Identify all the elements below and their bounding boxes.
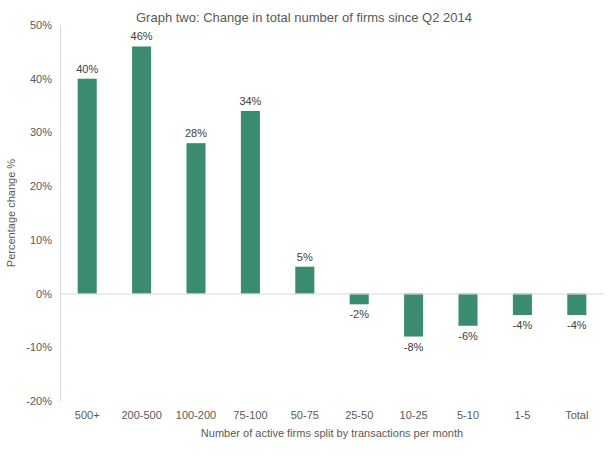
bar: [132, 46, 151, 293]
y-tick-label: 30%: [30, 126, 52, 138]
y-tick: 50%: [30, 19, 60, 31]
data-label: 40%: [76, 63, 98, 75]
y-tick-label: 40%: [30, 73, 52, 85]
y-axis: -20% -10% 0% 10% 20% 30% 40% 50%: [26, 19, 60, 407]
y-tick: 40%: [30, 73, 60, 85]
y-tick-label: 10%: [30, 234, 52, 246]
y-axis-title: Percentage change %: [5, 159, 17, 267]
bar: [186, 143, 205, 293]
x-axis: 500+ 200-500 100-200 75-100 50-75 25-50 10-25 5…: [61, 294, 605, 421]
bar: [458, 294, 477, 326]
y-tick: 20%: [30, 180, 60, 192]
data-label: -6%: [458, 330, 478, 342]
y-tick: 0%: [36, 288, 60, 300]
y-tick: -20%: [26, 395, 60, 407]
x-tick-label: 1-5: [514, 409, 530, 421]
y-tick: 30%: [30, 126, 60, 138]
chart: -20% -10% 0% 10% 20% 30% 40% 50% 500+ 200-500 100-…: [0, 0, 608, 455]
bar: [78, 79, 97, 294]
y-tick-label: -20%: [26, 395, 52, 407]
data-label: -4%: [567, 319, 587, 331]
x-tick: Total: [565, 294, 588, 421]
data-label: 46%: [131, 30, 153, 42]
y-tick-label: 20%: [30, 180, 52, 192]
data-label: 34%: [239, 95, 261, 107]
data-label: -2%: [349, 308, 369, 320]
data-label: 5%: [297, 251, 313, 263]
x-tick: 75-100: [233, 294, 267, 421]
x-tick-label: 200-500: [121, 409, 161, 421]
x-axis-line: [61, 294, 605, 295]
x-tick: 10-25: [400, 294, 428, 421]
x-tick-label: 500+: [75, 409, 100, 421]
data-label: 28%: [185, 127, 207, 139]
bar: [567, 294, 586, 315]
title: Graph two: Change in total number of fir…: [136, 10, 472, 25]
x-tick-label: 5-10: [457, 409, 479, 421]
bar: [513, 294, 532, 315]
x-tick: 200-500: [121, 294, 161, 421]
data-label: -8%: [404, 341, 424, 353]
plot: -20% -10% 0% 10% 20% 30% 40% 50% 500+ 200-500 100-…: [26, 19, 604, 421]
x-tick-label: 100-200: [176, 409, 216, 421]
x-tick-label: 10-25: [400, 409, 428, 421]
y-tick-label: 50%: [30, 19, 52, 31]
x-tick-label: 25-50: [345, 409, 373, 421]
y-tick: -10%: [26, 341, 60, 353]
y-axis-line: [60, 26, 61, 402]
y-tick: 10%: [30, 234, 60, 246]
x-tick: 500+: [75, 294, 100, 421]
x-tick-label: 75-100: [233, 409, 267, 421]
x-tick: 50-75: [291, 294, 319, 421]
x-tick: 5-10: [457, 294, 479, 421]
data-labels: 40% 46% 28% 34% 5% -2% -8% -6% -4% -4%: [76, 30, 587, 352]
data-label: -4%: [513, 319, 533, 331]
x-tick: 100-200: [176, 294, 216, 421]
x-tick: 25-50: [345, 294, 373, 421]
x-tick-label: 50-75: [291, 409, 319, 421]
bar: [404, 294, 423, 337]
x-axis-title: Number of active firms split by transact…: [201, 427, 463, 439]
bars: [78, 46, 587, 336]
x-tick: 1-5: [514, 294, 530, 421]
x-tick-label: Total: [565, 409, 588, 421]
bar: [350, 294, 369, 305]
y-tick-label: -10%: [26, 341, 52, 353]
bar: [241, 111, 260, 294]
bar: [295, 267, 314, 294]
y-tick-label: 0%: [36, 288, 52, 300]
